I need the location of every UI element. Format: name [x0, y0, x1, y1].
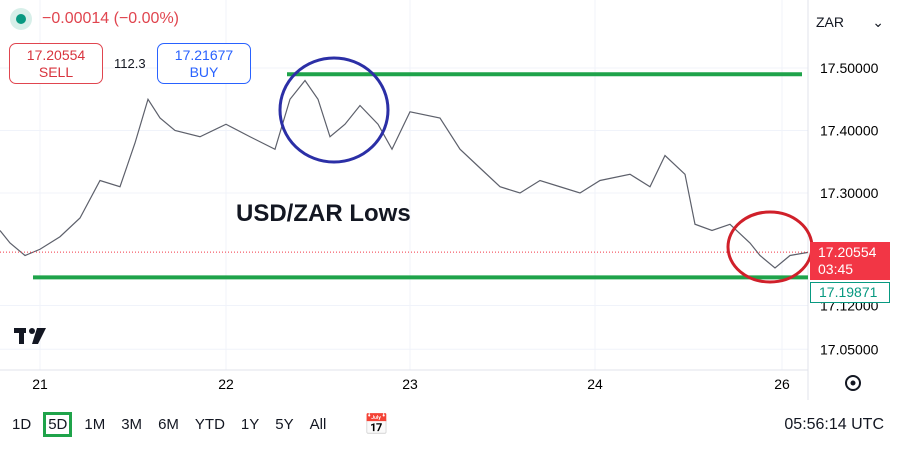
timeframe-5d[interactable]: 5D: [43, 412, 73, 437]
buy-label: BUY: [189, 64, 219, 80]
timeframe-1y[interactable]: 1Y: [240, 416, 260, 433]
time-tick: 26: [774, 376, 790, 392]
time-tick: 23: [402, 376, 418, 392]
sell-label: SELL: [38, 64, 74, 80]
chevron-down-icon: ⌄: [872, 13, 884, 30]
clock: 05:56:14 UTC: [784, 415, 884, 433]
symbol-status: −0.00014 (−0.00%): [10, 8, 179, 30]
settings-gear-icon[interactable]: [845, 375, 861, 391]
price-series: [0, 79, 809, 269]
price-tick: 17.30000: [820, 185, 879, 201]
timeframe-all[interactable]: All: [309, 416, 327, 433]
spread: 112.3: [114, 56, 146, 71]
time-tick: 22: [218, 376, 234, 392]
high-circle: [278, 56, 390, 164]
time-tick: 24: [587, 376, 603, 392]
timeframe-1m[interactable]: 1M: [84, 416, 106, 433]
price-tick: 17.50000: [820, 60, 879, 76]
price-tick: 17.05000: [820, 341, 879, 357]
low-circle: [726, 210, 814, 284]
currency-value: ZAR: [816, 14, 844, 30]
price-tick: 17.40000: [820, 123, 879, 139]
last-price-label: 17.20554 03:45: [810, 242, 890, 280]
bottom-toolbar: 1D 5D 1M 3M 6M YTD 1Y 5Y All 📅 05:56:14 UTC: [0, 400, 899, 449]
timeframe-5y[interactable]: 5Y: [275, 416, 294, 433]
sell-price: 17.20554: [26, 47, 86, 63]
buy-button[interactable]: 17.21677 BUY: [157, 43, 251, 84]
bid-price-label: 17.19871: [810, 282, 890, 303]
price-change: −0.00014 (−0.00%): [42, 10, 179, 27]
time-tick: 21: [32, 376, 48, 392]
chart-annotation: USD/ZAR Lows: [236, 200, 411, 227]
tradingview-logo-icon: [14, 328, 46, 344]
buy-price: 17.21677: [174, 47, 234, 63]
timeframe-3m[interactable]: 3M: [121, 416, 143, 433]
sell-button[interactable]: 17.20554 SELL: [9, 43, 103, 84]
currency-select[interactable]: ZAR ⌄: [808, 8, 892, 36]
date-range-icon[interactable]: 📅: [364, 414, 390, 436]
timeframe-ytd[interactable]: YTD: [194, 416, 225, 433]
market-open-icon: [10, 8, 32, 30]
timeframe-6m[interactable]: 6M: [158, 416, 179, 433]
timeframe-1d[interactable]: 1D: [12, 416, 32, 433]
